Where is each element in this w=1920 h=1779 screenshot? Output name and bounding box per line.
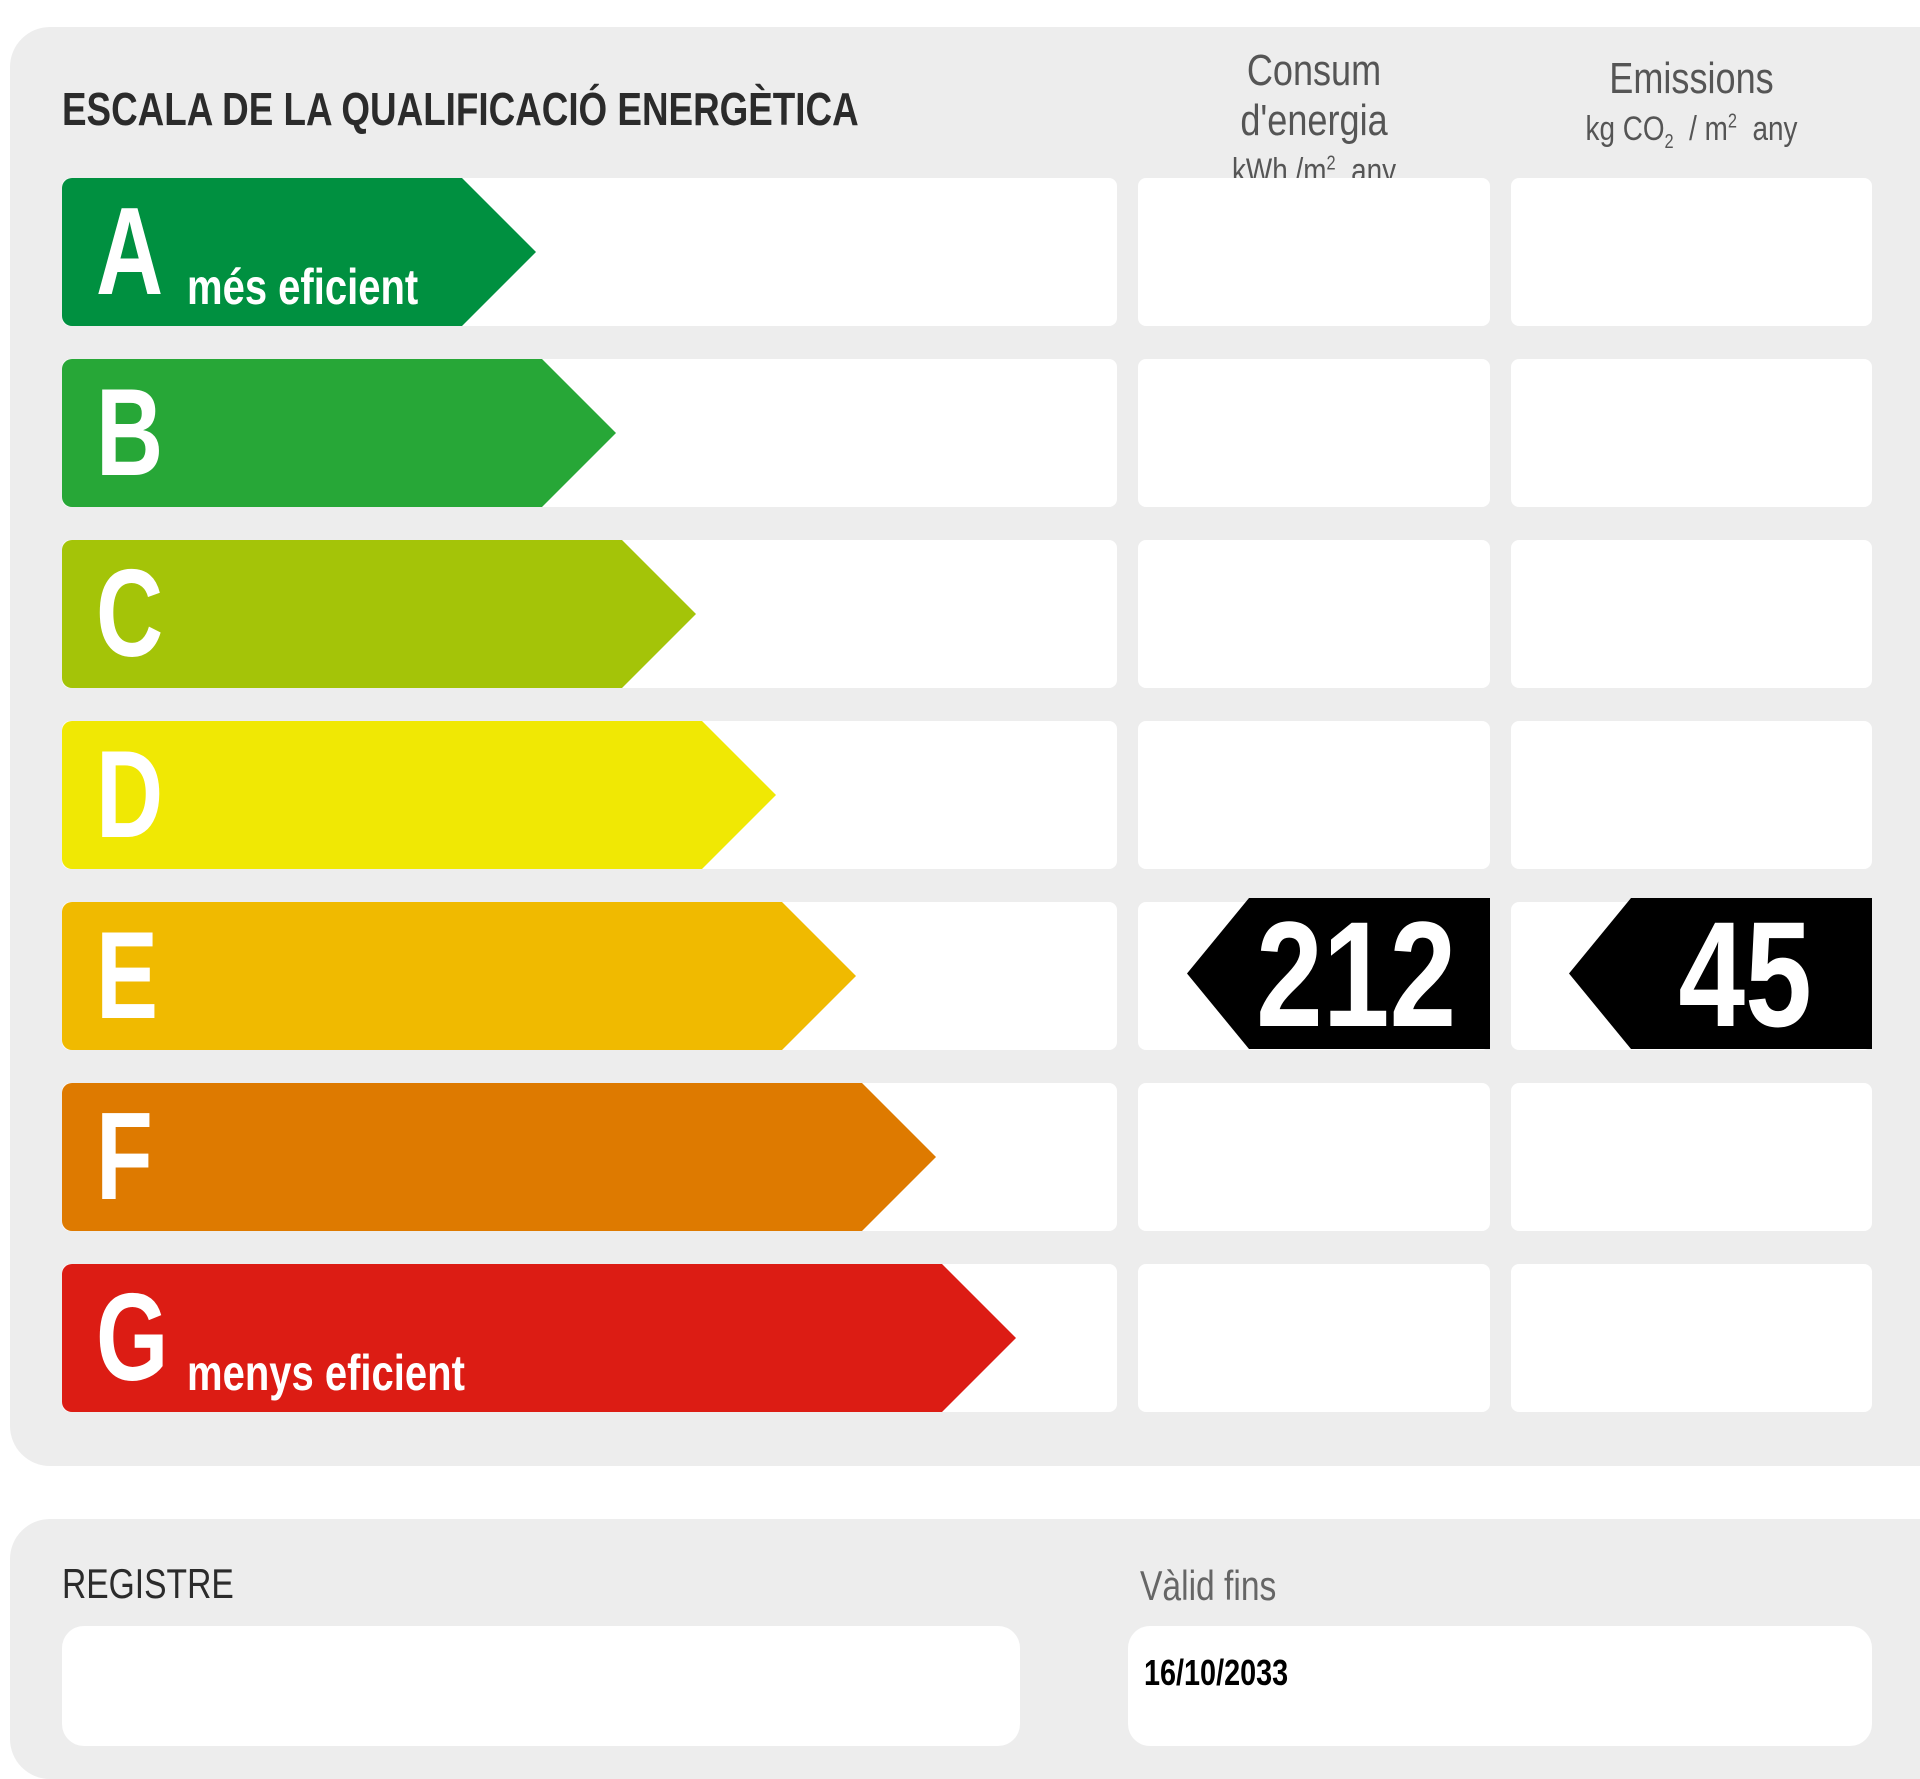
register-value-field [62, 1626, 1020, 1746]
class-letter: C [96, 545, 164, 683]
scale-title: ESCALA DE LA QUALIFICACIÓ ENERGÈTICA [62, 83, 859, 135]
class-letter: E [96, 907, 159, 1045]
valid-until-label: Vàlid fins [1140, 1562, 1277, 1609]
register-label: REGISTRE [62, 1560, 234, 1607]
class-letter: D [96, 726, 164, 864]
energy-cell [1138, 540, 1490, 688]
emissions-cell [1511, 1083, 1872, 1231]
emissions-cell [1511, 721, 1872, 869]
emissions-rating-marker: 45 [1569, 898, 1872, 1049]
valid-until-field: 16/10/2033 [1128, 1626, 1872, 1746]
class-arrow-b: B [62, 359, 616, 507]
emissions-cell [1511, 540, 1872, 688]
valid-until-value: 16/10/2033 [1144, 1652, 1289, 1693]
class-arrow-e: E [62, 902, 856, 1050]
class-arrow-f: F [62, 1083, 936, 1231]
class-arrow-c: C [62, 540, 696, 688]
class-letter: G [96, 1269, 169, 1407]
emissions-header: Emissions kg CO2 / m2 any [1585, 54, 1798, 153]
emissions-cell [1511, 359, 1872, 507]
class-description: més eficient [187, 259, 419, 315]
emissions-cell [1511, 1264, 1872, 1412]
energy-rating-marker: 212 [1187, 898, 1490, 1049]
energy-cell [1138, 178, 1490, 326]
class-letter: B [96, 364, 164, 502]
energy-cell [1138, 1083, 1490, 1231]
energy-consumption-header: Consum d'energia kWh /m2 any [1231, 46, 1397, 190]
energy-cell [1138, 1264, 1490, 1412]
class-description: menys eficient [187, 1345, 465, 1401]
emissions-cell [1511, 178, 1872, 326]
energy-cell [1138, 721, 1490, 869]
energy-cell [1138, 359, 1490, 507]
class-arrow-d: D [62, 721, 776, 869]
class-letter: F [96, 1088, 153, 1226]
class-letter: A [96, 183, 164, 321]
